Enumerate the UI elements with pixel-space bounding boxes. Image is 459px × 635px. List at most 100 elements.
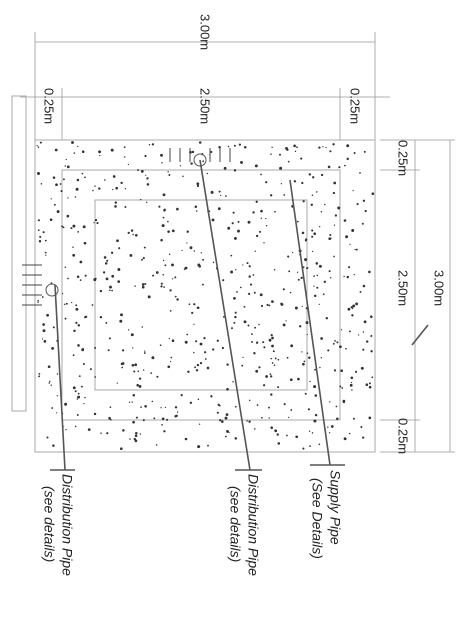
stipple-dot bbox=[274, 357, 277, 360]
stipple-dot bbox=[114, 201, 118, 204]
stipple-dot bbox=[100, 432, 102, 434]
stipple-dot bbox=[162, 259, 165, 262]
stipple-dot bbox=[359, 290, 362, 293]
dim-text: 3.00m bbox=[198, 14, 213, 50]
stipple-dot bbox=[368, 270, 371, 274]
stipple-dot bbox=[322, 146, 324, 148]
stipple-dot bbox=[271, 300, 274, 303]
stipple-dot bbox=[246, 262, 249, 265]
stipple-dot bbox=[182, 175, 184, 177]
stipple-dot bbox=[313, 232, 317, 235]
stipple-dot bbox=[76, 414, 79, 416]
stipple-dot bbox=[94, 185, 96, 187]
stipple-dot bbox=[137, 370, 140, 372]
stipple-dot bbox=[277, 386, 280, 389]
stipple-dot bbox=[77, 395, 81, 399]
stipple-dot bbox=[211, 218, 215, 222]
stipple-dot bbox=[74, 196, 77, 198]
dim-text: 3.00m bbox=[432, 270, 447, 306]
stipple-dot bbox=[288, 270, 291, 273]
stipple-dot bbox=[99, 315, 103, 319]
stipple-dot bbox=[253, 291, 256, 294]
stipple-dot bbox=[222, 316, 225, 318]
stipple-dot bbox=[314, 368, 316, 371]
stipple-dot bbox=[144, 405, 147, 408]
stipple-dot bbox=[353, 151, 356, 155]
stipple-dot bbox=[262, 384, 266, 387]
stipple-dot bbox=[362, 436, 365, 439]
stipple-dot bbox=[42, 231, 45, 234]
stipple-dot bbox=[247, 324, 250, 327]
stipple-dot bbox=[162, 193, 166, 197]
stipple-dot bbox=[337, 206, 341, 210]
stipple-dot bbox=[151, 143, 155, 146]
stipple-dot bbox=[122, 349, 125, 352]
stipple-dot bbox=[186, 242, 188, 244]
stipple-dot bbox=[132, 347, 134, 349]
stipple-dot bbox=[71, 301, 73, 304]
stipple-dot bbox=[225, 195, 227, 197]
stipple-dot bbox=[75, 307, 79, 311]
stipple-dot bbox=[312, 176, 315, 179]
stipple-dot bbox=[148, 143, 151, 146]
stipple-dot bbox=[62, 178, 65, 181]
stipple-dot bbox=[76, 178, 80, 182]
stipple-dot bbox=[179, 165, 182, 167]
stipple-dot bbox=[283, 403, 286, 406]
stipple-dot bbox=[270, 393, 273, 396]
stipple-dot bbox=[370, 350, 373, 353]
stipple-dot bbox=[255, 341, 259, 344]
stipple-dot bbox=[345, 235, 349, 239]
label: (See Details) bbox=[309, 478, 325, 559]
stipple-dot bbox=[362, 284, 366, 288]
stipple-dot bbox=[202, 258, 205, 261]
stipple-dot bbox=[72, 246, 74, 248]
stipple-dot bbox=[174, 406, 178, 409]
label: (see details) bbox=[227, 486, 243, 562]
stipple-dot bbox=[363, 320, 367, 324]
stipple-dot bbox=[248, 420, 251, 423]
stipple-dot bbox=[176, 207, 179, 211]
stipple-dot bbox=[210, 190, 214, 194]
stipple-dot bbox=[36, 145, 38, 147]
stipple-dot bbox=[227, 145, 230, 148]
stipple-dot bbox=[318, 264, 322, 268]
stipple-dot bbox=[262, 341, 265, 344]
stipple-dot bbox=[184, 340, 188, 344]
stipple-dot bbox=[70, 227, 73, 230]
stipple-dot bbox=[110, 418, 112, 421]
stipple-dot bbox=[350, 381, 353, 384]
stipple-dot bbox=[325, 146, 327, 149]
stipple-dot bbox=[348, 330, 351, 333]
stipple-dot bbox=[131, 401, 133, 403]
stipple-dot bbox=[186, 230, 189, 233]
stipple-dot bbox=[39, 235, 42, 238]
stipple-dot bbox=[323, 280, 326, 283]
stipple-dot bbox=[313, 294, 317, 298]
stipple-dot bbox=[265, 217, 267, 220]
stipple-dot bbox=[293, 144, 296, 148]
stipple-dot bbox=[124, 188, 127, 190]
stipple-dot bbox=[83, 402, 85, 405]
stipple-dot bbox=[206, 366, 210, 370]
stipple-dot bbox=[134, 439, 138, 443]
stipple-dot bbox=[81, 150, 85, 153]
stipple-dot bbox=[251, 340, 253, 343]
dimension-texts: 3.00m 0.25m 2.50m 0.25m 0.25m 2.50m 3.00… bbox=[42, 14, 447, 454]
stipple-dot bbox=[93, 222, 95, 224]
stipple-dot bbox=[297, 377, 300, 381]
stipple-dot bbox=[233, 236, 237, 240]
stipple-dot bbox=[344, 164, 346, 167]
stipple-dot bbox=[118, 247, 121, 250]
stipple-dot bbox=[243, 305, 246, 308]
stipple-dot bbox=[145, 174, 147, 176]
stipple-dot bbox=[371, 376, 374, 379]
stipple-dot bbox=[318, 146, 321, 149]
stipple-dot bbox=[362, 348, 365, 351]
stipple-dot bbox=[111, 274, 115, 278]
stipple-dot bbox=[294, 150, 297, 153]
stipple-dot bbox=[311, 432, 314, 434]
stipple-dot bbox=[134, 363, 138, 367]
stipple bbox=[36, 141, 375, 451]
